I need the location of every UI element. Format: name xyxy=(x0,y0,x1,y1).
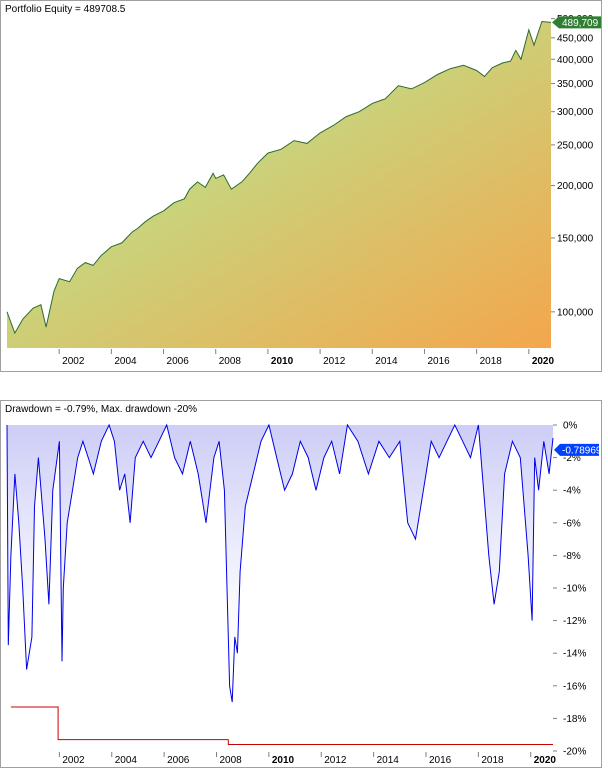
drawdown-panel: 0% -2% -4% -6% -8% -10% -12% -14% -16% -18% -20% 20… xyxy=(0,400,602,768)
drawdown-x-tick-label: 2002 xyxy=(62,755,85,766)
equity-x-tick-label: 2020 xyxy=(532,356,555,367)
equity-title: Portfolio Equity = 489708.5 xyxy=(5,4,126,15)
equity-last-value-label: 489,709 xyxy=(562,18,599,29)
equity-y-tick-label: 150,000 xyxy=(557,233,594,244)
drawdown-title: Drawdown = -0.79%, Max. drawdown -20% xyxy=(5,404,198,415)
drawdown-x-tick-label: 2020 xyxy=(534,755,557,766)
equity-chart: 100,000 150,000 200,000 250,000 300,000 350,0… xyxy=(6,14,601,367)
equity-area xyxy=(7,21,551,348)
equity-x-tick-label: 2002 xyxy=(62,356,85,367)
equity-x-tick-label: 2004 xyxy=(114,356,137,367)
drawdown-x-tick-label: 2016 xyxy=(429,755,452,766)
drawdown-y-tick-label: 0% xyxy=(563,421,578,432)
drawdown-last-value-marker xyxy=(554,443,599,456)
drawdown-x-tick-label: 2014 xyxy=(377,755,400,766)
equity-y-tick-label: 350,000 xyxy=(557,79,594,90)
equity-last-value-marker xyxy=(552,16,601,29)
equity-y-tick-label: 450,000 xyxy=(557,33,594,44)
equity-x-tick-label: 2018 xyxy=(480,356,503,367)
equity-x-tick-label: 2006 xyxy=(167,356,190,367)
drawdown-line xyxy=(6,423,554,703)
drawdown-y-tick-label: -10% xyxy=(563,584,586,595)
equity-x-tick-label: 2014 xyxy=(375,356,398,367)
equity-y-tick-label: 200,000 xyxy=(557,181,594,192)
max-drawdown-line xyxy=(10,706,553,745)
equity-x-tick-label: 2016 xyxy=(427,356,450,367)
drawdown-y-tick-label: -18% xyxy=(563,714,586,725)
drawdown-x-tick-label: 2004 xyxy=(115,755,138,766)
drawdown-x-tick-label: 2010 xyxy=(272,755,295,766)
equity-x-tick-label: 2010 xyxy=(271,356,294,367)
equity-y-tick-label: 400,000 xyxy=(557,55,594,66)
drawdown-y-tick-label: -20% xyxy=(563,747,586,758)
drawdown-y-tick-label: -16% xyxy=(563,681,586,692)
drawdown-y-tick-label: -2% xyxy=(563,453,581,464)
drawdown-chart: 0% -2% -4% -6% -8% -10% -12% -14% -16% -18% -20% 20… xyxy=(6,421,602,766)
drawdown-y-tick-label: -6% xyxy=(563,518,581,529)
equity-panel: 100,000 150,000 200,000 250,000 300,000 350,0… xyxy=(0,0,602,372)
drawdown-last-value-label: -0.78969 xyxy=(562,445,601,456)
drawdown-x-tick-label: 2012 xyxy=(324,755,347,766)
equity-x-tick-label: 2012 xyxy=(323,356,346,367)
equity-x-tick-label: 2008 xyxy=(219,356,242,367)
drawdown-x-tick-label: 2018 xyxy=(481,755,504,766)
equity-y-tick-label: 100,000 xyxy=(557,307,594,318)
drawdown-y-tick-label: -8% xyxy=(563,551,581,562)
equity-y-tick-label: 250,000 xyxy=(557,140,594,151)
equity-y-tick-label: 300,000 xyxy=(557,107,594,118)
equity-line xyxy=(6,20,552,335)
drawdown-y-tick-label: -12% xyxy=(563,616,586,627)
drawdown-area xyxy=(7,425,553,703)
drawdown-x-tick-label: 2008 xyxy=(219,755,242,766)
drawdown-y-tick-label: -14% xyxy=(563,649,586,660)
drawdown-y-tick-label: -4% xyxy=(563,486,581,497)
drawdown-x-tick-label: 2006 xyxy=(167,755,190,766)
